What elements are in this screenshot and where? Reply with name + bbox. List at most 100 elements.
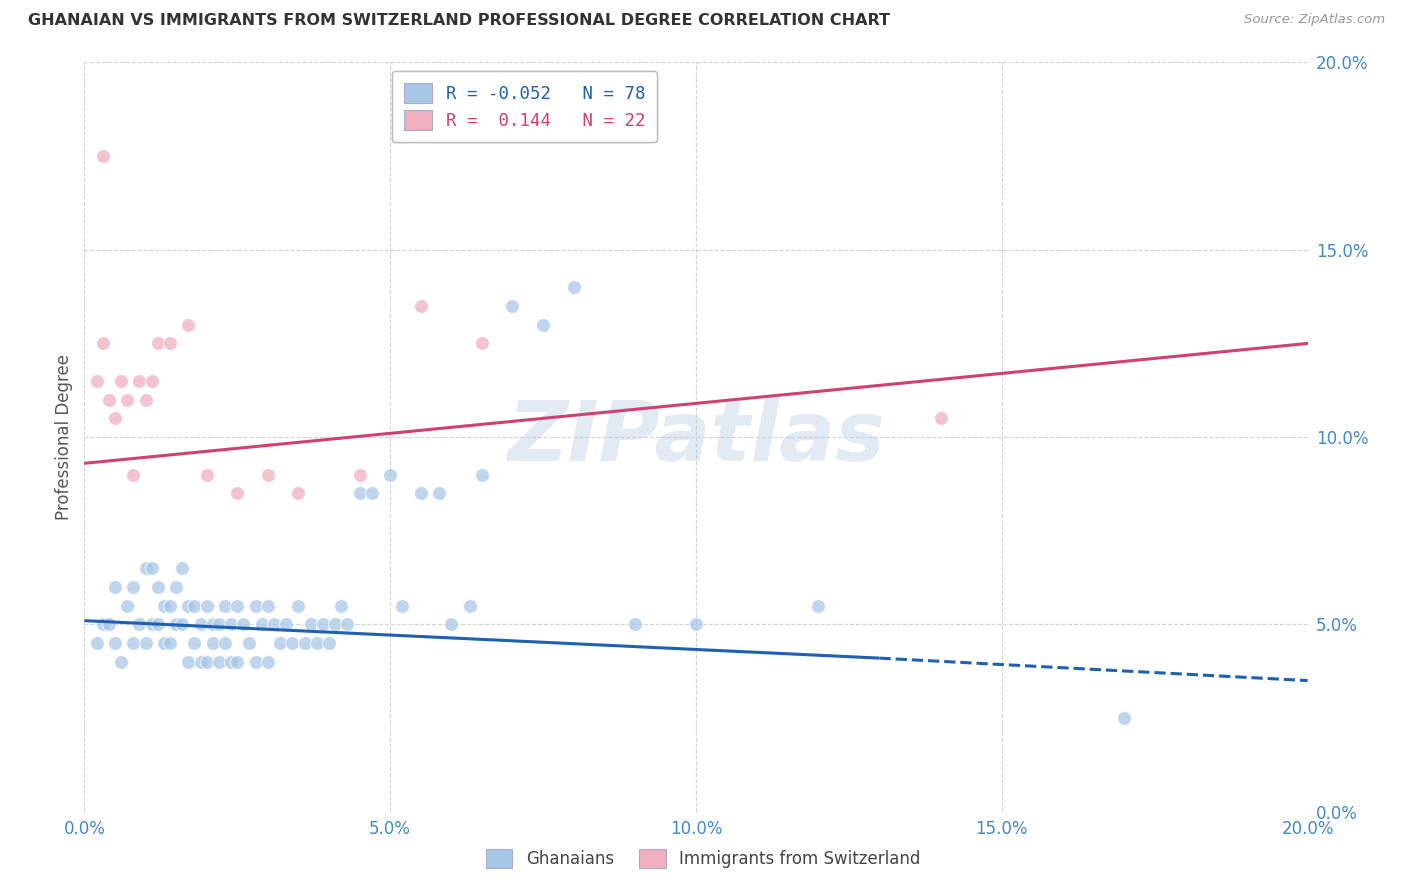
Point — [153, 599, 176, 613]
Point — [122, 580, 145, 594]
Point — [128, 617, 150, 632]
Point — [195, 467, 218, 482]
Text: ZIPatlas: ZIPatlas — [508, 397, 884, 477]
Point — [409, 299, 432, 313]
Point — [115, 599, 138, 613]
Legend: Ghanaians, Immigrants from Switzerland: Ghanaians, Immigrants from Switzerland — [479, 842, 927, 875]
Point — [91, 149, 114, 163]
Point — [141, 374, 163, 388]
Point — [128, 374, 150, 388]
Point — [323, 617, 346, 632]
Point — [502, 299, 524, 313]
Point — [471, 336, 494, 351]
Point — [122, 467, 145, 482]
Point — [110, 374, 132, 388]
Point — [159, 336, 181, 351]
Point — [159, 599, 181, 613]
Point — [214, 599, 236, 613]
Point — [214, 636, 236, 650]
Point — [330, 599, 353, 613]
Point — [177, 318, 200, 332]
Point — [172, 617, 194, 632]
Point — [226, 599, 249, 613]
Point — [257, 599, 280, 613]
Point — [190, 655, 212, 669]
Point — [624, 617, 647, 632]
Point — [115, 392, 138, 407]
Point — [685, 617, 707, 632]
Point — [172, 561, 194, 575]
Point — [305, 636, 328, 650]
Point — [135, 561, 157, 575]
Point — [360, 486, 382, 500]
Point — [562, 280, 585, 294]
Point — [159, 636, 181, 650]
Point — [110, 655, 132, 669]
Point — [294, 636, 316, 650]
Point — [97, 392, 120, 407]
Point — [391, 599, 413, 613]
Legend: R = -0.052   N = 78, R =  0.144   N = 22: R = -0.052 N = 78, R = 0.144 N = 22 — [392, 71, 658, 143]
Point — [349, 486, 371, 500]
Point — [201, 636, 224, 650]
Point — [440, 617, 463, 632]
Point — [458, 599, 481, 613]
Point — [146, 617, 169, 632]
Point — [104, 411, 127, 425]
Point — [146, 580, 169, 594]
Point — [232, 617, 254, 632]
Point — [531, 318, 554, 332]
Point — [219, 655, 242, 669]
Text: Source: ZipAtlas.com: Source: ZipAtlas.com — [1244, 13, 1385, 27]
Point — [287, 599, 309, 613]
Point — [245, 599, 267, 613]
Point — [195, 599, 218, 613]
Point — [471, 467, 494, 482]
Point — [409, 486, 432, 500]
Point — [122, 636, 145, 650]
Point — [135, 636, 157, 650]
Point — [190, 617, 212, 632]
Point — [276, 617, 298, 632]
Point — [380, 467, 402, 482]
Point — [250, 617, 273, 632]
Point — [219, 617, 242, 632]
Point — [427, 486, 450, 500]
Point — [226, 655, 249, 669]
Point — [165, 617, 187, 632]
Point — [299, 617, 322, 632]
Point — [281, 636, 304, 650]
Point — [208, 655, 231, 669]
Point — [245, 655, 267, 669]
Point — [141, 561, 163, 575]
Point — [86, 636, 108, 650]
Point — [257, 655, 280, 669]
Point — [269, 636, 291, 650]
Point — [349, 467, 371, 482]
Point — [177, 599, 200, 613]
Point — [929, 411, 952, 425]
Point — [86, 374, 108, 388]
Point — [146, 336, 169, 351]
Point — [263, 617, 285, 632]
Text: GHANAIAN VS IMMIGRANTS FROM SWITZERLAND PROFESSIONAL DEGREE CORRELATION CHART: GHANAIAN VS IMMIGRANTS FROM SWITZERLAND … — [28, 13, 890, 29]
Point — [104, 580, 127, 594]
Point — [195, 655, 218, 669]
Point — [183, 636, 205, 650]
Point — [91, 336, 114, 351]
Point — [104, 636, 127, 650]
Point — [238, 636, 260, 650]
Point — [183, 599, 205, 613]
Point — [201, 617, 224, 632]
Point — [208, 617, 231, 632]
Point — [91, 617, 114, 632]
Point — [97, 617, 120, 632]
Point — [257, 467, 280, 482]
Point — [336, 617, 359, 632]
Point — [287, 486, 309, 500]
Point — [226, 486, 249, 500]
Point — [141, 617, 163, 632]
Point — [312, 617, 335, 632]
Point — [135, 392, 157, 407]
Point — [177, 655, 200, 669]
